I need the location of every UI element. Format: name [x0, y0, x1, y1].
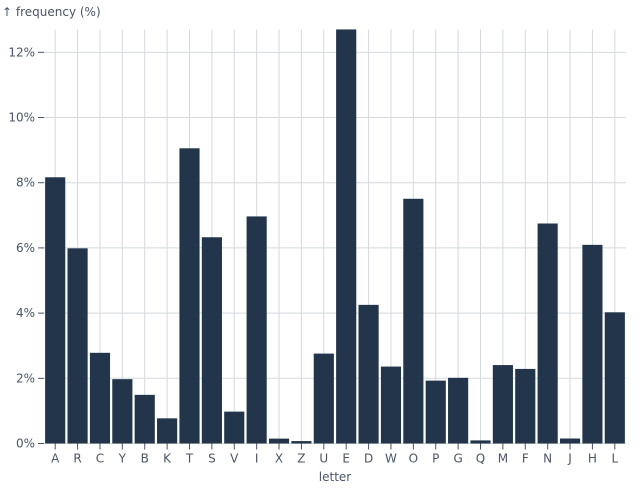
x-tick-label: P [432, 452, 439, 466]
bar-P [425, 380, 446, 444]
x-tick-label: C [96, 452, 104, 466]
bar-M [492, 365, 513, 444]
bar-R [67, 248, 88, 444]
y-tick-label: 0% [16, 437, 35, 451]
y-tick-label: 8% [16, 176, 35, 190]
bar-F [515, 368, 536, 444]
bar-C [89, 352, 111, 444]
bar-G [448, 377, 469, 444]
x-tick-label: V [230, 452, 239, 466]
bar-I [246, 216, 267, 444]
x-tick-label: X [275, 452, 283, 466]
bar-V [224, 411, 245, 444]
x-axis-label: letter [319, 470, 352, 484]
bar-E [336, 29, 357, 444]
y-axis: 0% 2% 4% 6% 8% 10% 12% [8, 45, 44, 451]
bar-O [403, 198, 424, 444]
bar-D [358, 304, 379, 444]
x-tick-label: A [51, 452, 60, 466]
bar-A [45, 177, 66, 444]
x-tick-label: H [588, 452, 597, 466]
bar-K [157, 418, 178, 444]
x-tick-label: G [453, 452, 462, 466]
x-tick-label: O [409, 452, 418, 466]
bar-Y [112, 379, 133, 444]
x-tick-label: Y [118, 452, 127, 466]
y-axis-label: ↑ frequency (%) [2, 5, 101, 19]
x-tick-label: W [385, 452, 397, 466]
x-tick-label: U [319, 452, 328, 466]
y-tick-label: 4% [16, 306, 35, 320]
x-tick-label: J [567, 452, 572, 466]
x-tick-label: F [522, 452, 529, 466]
bars [45, 29, 625, 444]
bar-L [604, 312, 625, 444]
x-tick-label: I [255, 452, 259, 466]
x-tick-label: N [543, 452, 552, 466]
bar-B [134, 394, 155, 444]
y-tick-label: 6% [16, 241, 35, 255]
x-tick-label: K [163, 452, 172, 466]
x-tick-label: S [208, 452, 216, 466]
x-tick-label: D [364, 452, 373, 466]
y-tick-label: 10% [8, 111, 35, 125]
bar-Q [470, 440, 491, 444]
bar-X [268, 438, 290, 444]
x-tick-label: L [611, 452, 618, 466]
x-tick-label: T [185, 452, 194, 466]
bar-Z [291, 441, 312, 444]
x-tick-label: B [141, 452, 149, 466]
bar-W [380, 366, 402, 444]
bar-H [582, 244, 603, 444]
y-tick-label: 2% [16, 371, 35, 385]
bar-J [559, 438, 581, 444]
x-tick-label: Z [297, 452, 305, 466]
bar-U [313, 353, 334, 444]
x-tick-label: E [342, 452, 350, 466]
x-tick-label: Q [476, 452, 485, 466]
bar-S [201, 237, 222, 444]
bar-T [179, 148, 200, 444]
x-tick-label: M [498, 452, 508, 466]
y-tick-label: 12% [8, 45, 35, 59]
bar-N [537, 223, 558, 444]
x-tick-label: R [73, 452, 81, 466]
